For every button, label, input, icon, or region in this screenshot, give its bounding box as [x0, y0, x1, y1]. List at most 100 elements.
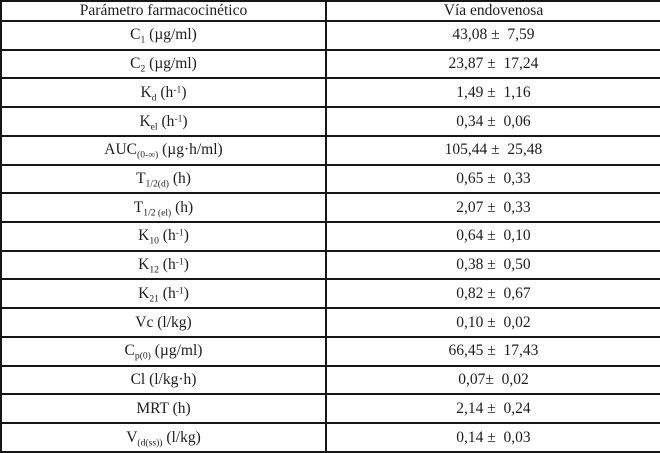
header-row: Parámetro farmacocinético Vía endovenosa	[0, 0, 660, 22]
param-text: K	[138, 284, 150, 302]
param-subscript: 1	[140, 34, 146, 46]
param-cell: Kd (h-1)	[0, 77, 327, 109]
table-row: AUC(0-∞) (µg·h/ml) 105,44 ± 25,48	[0, 134, 660, 166]
param-text: Cl (l/kg·h)	[130, 370, 197, 388]
param-text: (µg/ml)	[145, 26, 197, 44]
value-cell: 0,38 ± 0,50	[325, 249, 660, 281]
param-subscript: 21	[149, 293, 159, 305]
param-cell: MRT (h)	[0, 393, 327, 425]
table-row: Cl (l/kg·h) 0,07± 0,02	[0, 364, 660, 396]
table-row: K12 (h-1) 0,38 ± 0,50	[0, 249, 660, 281]
table-row: MRT (h) 2,14 ± 0,24	[0, 393, 660, 425]
param-text: )	[181, 83, 187, 101]
param-text: AUC	[104, 141, 138, 159]
value-cell: 0,82 ± 0,67	[325, 278, 660, 310]
param-subscript: (0-∞)	[137, 149, 159, 161]
param-text: K	[138, 227, 150, 245]
param-superscript: -1	[175, 256, 184, 268]
param-text: (h	[156, 83, 174, 101]
param-cell: T1/2 (el) (h)	[0, 192, 327, 224]
value-cell: 0,14 ± 0,03	[325, 422, 660, 453]
param-cell: C2 (µg/ml)	[0, 48, 327, 80]
value-cell: 0,07± 0,02	[325, 364, 660, 396]
value-cell: 0,64 ± 0,10	[325, 221, 660, 252]
param-cell: Cl (l/kg·h)	[0, 364, 327, 396]
param-text: K	[139, 112, 151, 130]
param-text: (µg/ml)	[145, 55, 197, 73]
table-row: V(d(ss)) (l/kg) 0,14 ± 0,03	[0, 422, 660, 453]
param-subscript: d	[151, 92, 157, 104]
param-cell: Cp(0) (µg/ml)	[0, 335, 327, 367]
param-text: K	[140, 83, 152, 101]
param-superscript: -1	[175, 285, 184, 297]
param-text: )	[183, 284, 189, 302]
param-cell: Vc (l/kg)	[0, 307, 327, 338]
param-column-header: Parámetro farmacocinético	[0, 0, 327, 22]
value-cell: 0,10 ± 0,02	[325, 307, 660, 338]
value-cell: 23,87 ± 17,24	[325, 48, 660, 80]
param-text: (h	[158, 256, 176, 274]
value-cell: 2,07 ± 0,33	[325, 192, 660, 224]
param-text: (h)	[171, 198, 194, 216]
param-text: T	[133, 198, 144, 216]
param-text: (h	[158, 227, 176, 245]
param-cell: AUC(0-∞) (µg·h/ml)	[0, 134, 327, 166]
param-cell: V(d(ss)) (l/kg)	[0, 422, 327, 453]
param-text: (h	[157, 112, 175, 130]
param-text: MRT (h)	[136, 399, 191, 417]
param-text: C	[124, 342, 135, 360]
table-row: Kd (h-1) 1,49 ± 1,16	[0, 77, 660, 109]
param-cell: C1 (µg/ml)	[0, 20, 327, 51]
value-cell: 105,44 ± 25,48	[325, 134, 660, 166]
param-superscript: -1	[174, 113, 183, 125]
table-row: K21 (h-1) 0,82 ± 0,67	[0, 278, 660, 310]
param-subscript: (d(ss))	[137, 436, 163, 448]
value-cell: 0,65 ± 0,33	[325, 163, 660, 195]
param-text: K	[138, 256, 150, 274]
table-row: C1 (µg/ml) 43,08 ± 7,59	[0, 20, 660, 51]
param-text: )	[183, 227, 189, 245]
value-cell: 66,45 ± 17,43	[325, 335, 660, 367]
value-cell: 1,49 ± 1,16	[325, 77, 660, 109]
table-row: Vc (l/kg) 0,10 ± 0,02	[0, 307, 660, 338]
param-text: (µg/ml)	[150, 342, 203, 360]
value-column-header: Vía endovenosa	[325, 0, 660, 22]
param-subscript: 1/2 (el)	[143, 207, 172, 219]
param-superscript: -1	[173, 84, 182, 96]
table-row: C2 (µg/ml) 23,87 ± 17,24	[0, 48, 660, 80]
param-cell: K10 (h-1)	[0, 221, 327, 252]
param-text: (h)	[168, 169, 191, 187]
param-text: (µg·h/ml)	[158, 141, 223, 159]
table-row: Kel (h-1) 0,34 ± 0,06	[0, 106, 660, 137]
param-subscript: el	[150, 120, 158, 132]
param-cell: K12 (h-1)	[0, 249, 327, 281]
param-text: T	[136, 169, 146, 187]
table-row: Cp(0) (µg/ml) 66,45 ± 17,43	[0, 335, 660, 367]
table-row: T1/2 (el) (h) 2,07 ± 0,33	[0, 192, 660, 224]
value-cell: 43,08 ± 7,59	[325, 20, 660, 51]
value-cell: 2,14 ± 0,24	[325, 393, 660, 425]
param-text: Vc (l/kg)	[135, 313, 192, 331]
param-subscript: 1/2(d)	[145, 178, 169, 190]
param-text: )	[183, 256, 189, 274]
table-body: C1 (µg/ml) 43,08 ± 7,59 C2 (µg/ml) 23,87 ± …	[0, 20, 660, 453]
param-cell: T1/2(d) (h)	[0, 163, 327, 195]
param-subscript: 2	[140, 63, 146, 75]
param-superscript: -1	[175, 228, 184, 240]
value-cell: 0,34 ± 0,06	[325, 106, 660, 137]
table-row: K10 (h-1) 0,64 ± 0,10	[0, 221, 660, 252]
param-text: V	[126, 428, 138, 446]
param-text: )	[182, 112, 188, 130]
table-row: T1/2(d) (h) 0,65 ± 0,33	[0, 163, 660, 195]
param-subscript: p(0)	[134, 350, 151, 362]
param-subscript: 12	[149, 264, 159, 276]
param-cell: Kel (h-1)	[0, 106, 327, 137]
param-subscript: 10	[149, 235, 159, 247]
param-text: (h	[158, 284, 176, 302]
param-text: C	[130, 26, 141, 44]
param-cell: K21 (h-1)	[0, 278, 327, 310]
param-text: (l/kg)	[162, 428, 201, 446]
param-text: C	[130, 55, 141, 73]
